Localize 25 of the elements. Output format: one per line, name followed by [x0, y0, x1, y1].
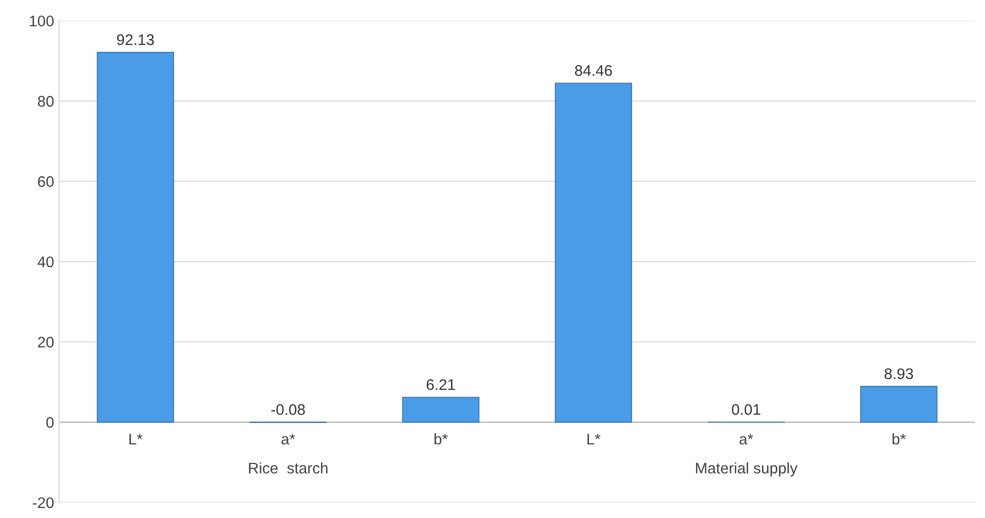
annotation: Material supply — [696, 462, 798, 477]
x-tick-label: a* — [282, 434, 296, 445]
y-tick-label: 100 — [30, 16, 54, 26]
y-tick-label: 0 — [46, 417, 54, 428]
data-label: 8.93 — [884, 368, 914, 380]
y-tick-label: 60 — [38, 176, 54, 187]
bar — [860, 386, 938, 423]
data-label: 0.01 — [732, 404, 760, 415]
x-tick-label: b* — [434, 433, 448, 445]
y-tick-label: 20 — [38, 336, 54, 348]
x-tick-label: a* — [740, 434, 754, 445]
bar — [96, 52, 174, 423]
y-tick-label: 80 — [38, 96, 54, 107]
bar — [402, 396, 480, 423]
y-tick-label: -20 — [32, 497, 54, 508]
x-tick-label: L* — [129, 434, 142, 444]
data-label: 92.13 — [117, 34, 154, 46]
annotation: Rice starch — [249, 462, 328, 474]
bar — [554, 82, 632, 423]
x-tick-label: b* — [892, 433, 906, 445]
data-label: -0.08 — [271, 404, 305, 415]
data-label: 6.21 — [426, 379, 455, 390]
data-label: 84.46 — [575, 65, 612, 76]
y-tick-label: 40 — [38, 256, 54, 268]
x-tick-label: L* — [587, 434, 600, 444]
